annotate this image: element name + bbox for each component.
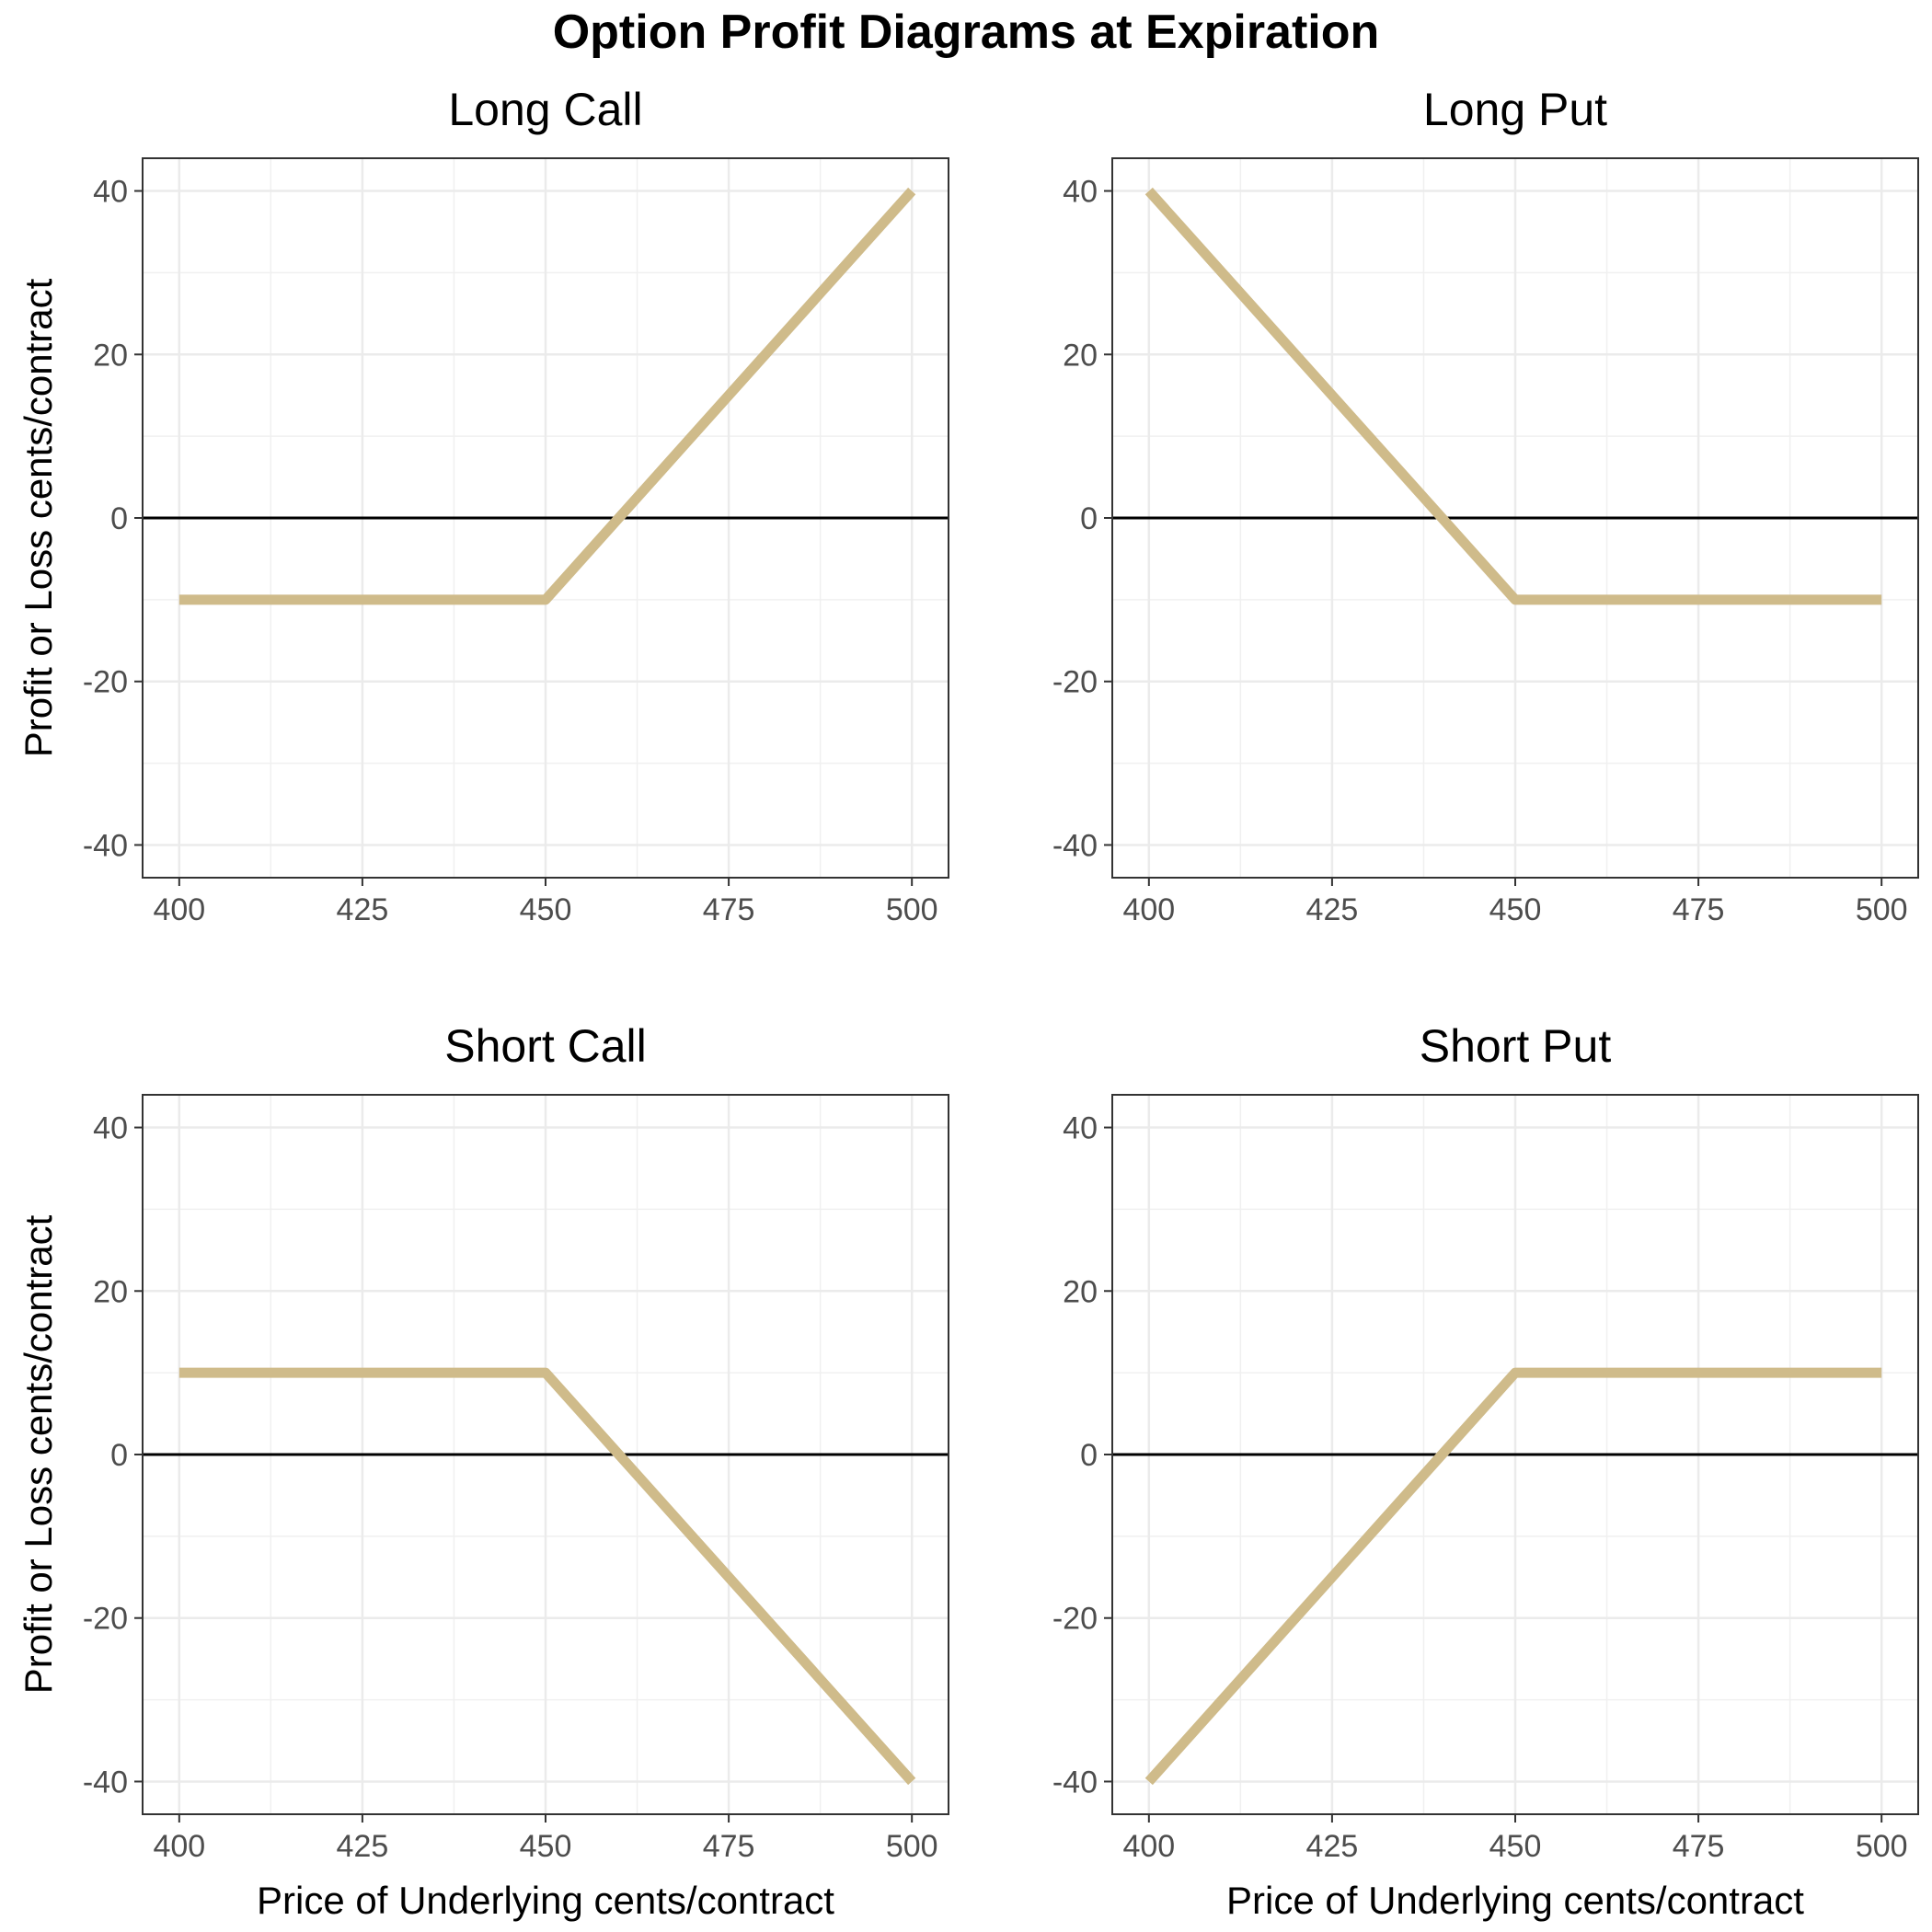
y-tick-label: -20	[1052, 665, 1098, 700]
y-tick-label: -40	[83, 828, 128, 863]
y-tick-label: 20	[93, 338, 128, 373]
y-tick-label: 0	[110, 1438, 128, 1473]
panel-title: Long Call	[448, 84, 642, 135]
x-tick-label: 450	[520, 1829, 572, 1864]
y-tick-label: 20	[1063, 1274, 1098, 1309]
y-tick-label: 0	[1080, 501, 1098, 536]
y-tick-label: 0	[1080, 1438, 1098, 1473]
x-tick-label: 475	[1673, 1829, 1725, 1864]
chart-panel-3: 400 425 450 475 500 40 20 0 -20 -40 Short Call Pric…	[17, 1020, 949, 1922]
x-tick-label: 400	[1122, 1829, 1175, 1864]
x-tick-label: 400	[153, 892, 205, 927]
x-tick-label: 500	[886, 1829, 938, 1864]
y-tick-label: 0	[110, 501, 128, 536]
payoff-line	[178, 1367, 916, 1786]
chart-panel-2: 400 425 450 475 500 40 20 0 -20 -40 Long Put	[1052, 84, 1919, 927]
x-tick-label: 400	[1122, 892, 1175, 927]
chart-panel-4: 400 425 450 475 500 40 20 0 -20 -40 Short Put Price…	[1052, 1020, 1919, 1922]
x-tick-label: 400	[153, 1829, 205, 1864]
x-tick-label: 475	[703, 892, 755, 927]
x-axis-label: Price of Underlying cents/contract	[1226, 1879, 1804, 1922]
y-tick-label: 20	[93, 1274, 128, 1309]
x-tick-label: 450	[1489, 1829, 1542, 1864]
y-tick-label: -40	[1052, 1765, 1098, 1800]
y-tick-label: 20	[1063, 338, 1098, 373]
x-tick-label: 500	[886, 892, 938, 927]
y-tick-label: 40	[1063, 1111, 1098, 1146]
chart-panel-1: 400 425 450 475 500 40 20 0 -20 -40 Long Call Profi…	[17, 84, 949, 927]
y-tick-label: -40	[1052, 828, 1098, 863]
y-axis-label: Profit or Loss cents/contract	[17, 1214, 60, 1694]
panel-title: Long Put	[1423, 84, 1607, 135]
figure-title: Option Profit Diagrams at Expiration	[553, 6, 1380, 59]
panel-title: Short Put	[1420, 1020, 1612, 1072]
x-tick-label: 500	[1856, 892, 1908, 927]
y-tick-label: 40	[93, 175, 128, 210]
payoff-line	[1144, 1367, 1882, 1786]
x-tick-label: 500	[1856, 1829, 1908, 1864]
x-axis-label: Price of Underlying cents/contract	[257, 1879, 834, 1922]
x-tick-label: 450	[520, 892, 572, 927]
y-axis-label: Profit or Loss cents/contract	[17, 278, 60, 757]
y-tick-label: -20	[1052, 1602, 1098, 1637]
x-tick-label: 425	[1306, 892, 1359, 927]
x-tick-label: 475	[703, 1829, 755, 1864]
y-tick-label: 40	[93, 1111, 128, 1146]
x-tick-label: 425	[1306, 1829, 1359, 1864]
x-tick-label: 425	[337, 1829, 389, 1864]
payoff-line	[1144, 187, 1882, 605]
x-tick-label: 450	[1489, 892, 1542, 927]
x-tick-label: 475	[1673, 892, 1725, 927]
payoff-line	[178, 187, 916, 605]
y-tick-label: 40	[1063, 175, 1098, 210]
y-tick-label: -20	[83, 1602, 128, 1637]
panel-title: Short Call	[444, 1020, 647, 1072]
y-tick-label: -20	[83, 665, 128, 700]
x-tick-label: 425	[337, 892, 389, 927]
y-tick-label: -40	[83, 1765, 128, 1800]
